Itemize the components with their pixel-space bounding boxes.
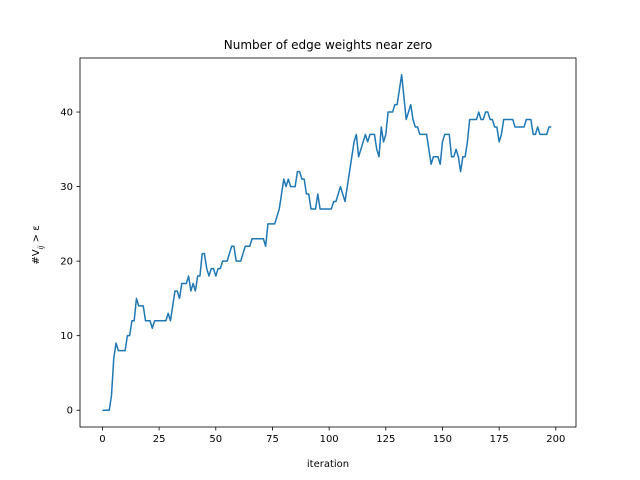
y-tick-label: 40 [60,108,73,119]
x-tick-label: 25 [153,434,166,445]
x-tick-label: 100 [320,434,339,445]
series-line-0 [102,74,552,411]
y-axis-ticks: 0 10 20 30 40 [60,108,80,417]
axes-frame [79,57,577,428]
y-tick-label: 10 [60,331,73,342]
x-tick-label: 200 [546,434,565,445]
x-tick-label: 0 [99,434,105,445]
chart-title: Number of edge weights near zero [224,38,433,52]
x-tick-label: 50 [209,434,222,445]
y-tick-label: 30 [60,182,73,193]
y-axis-label: #Vij > ε [31,225,45,264]
x-axis-label: iteration [307,459,349,470]
x-axis-ticks: 0 25 50 75 100 125 150 175 200 [99,427,565,445]
plot-area [79,57,577,428]
x-tick-label: 125 [376,434,395,445]
x-tick-label: 150 [433,434,452,445]
x-tick-label: 75 [266,434,279,445]
y-tick-label: 0 [67,406,73,417]
x-tick-label: 175 [490,434,509,445]
y-tick-label: 20 [60,257,73,268]
